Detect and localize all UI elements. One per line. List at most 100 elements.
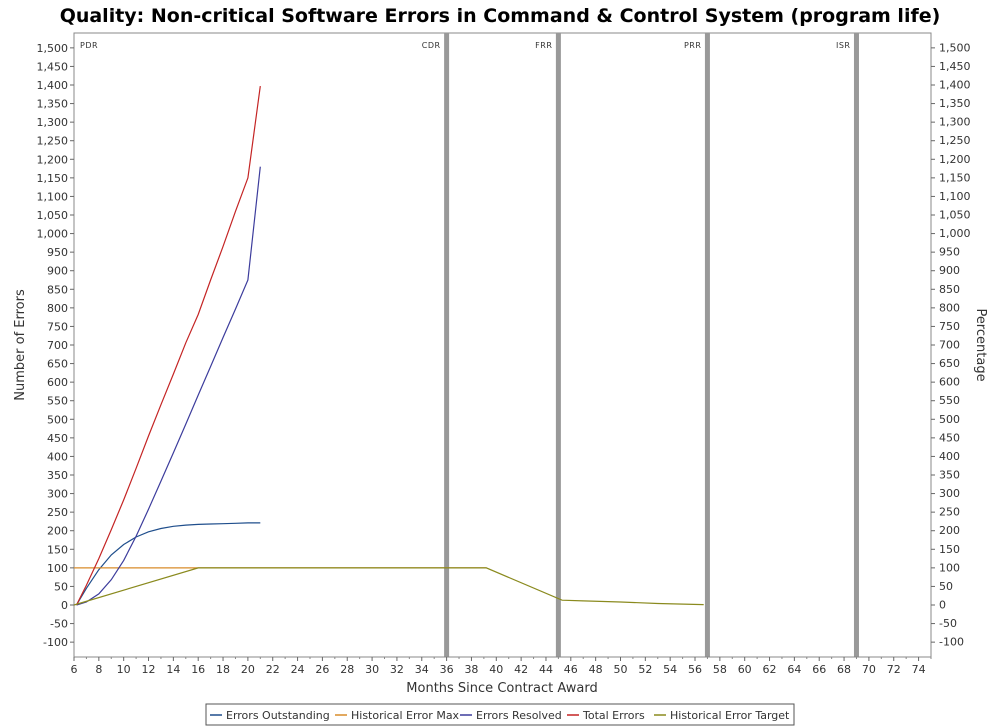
x-tick-label: 22 — [266, 663, 280, 676]
y2-tick-label: 50 — [939, 580, 953, 593]
y-tick-label: 1,150 — [37, 172, 69, 185]
series-line — [75, 522, 261, 606]
y2-tick-label: 600 — [939, 376, 960, 389]
x-tick-label: 34 — [415, 663, 429, 676]
y-tick-label: 1,250 — [37, 135, 69, 148]
x-tick-label: 56 — [688, 663, 702, 676]
y-tick-label: 150 — [47, 543, 68, 556]
y-tick-label: 950 — [47, 246, 68, 259]
y-tick-label: 500 — [47, 413, 68, 426]
y-tick-label: 1,200 — [37, 153, 69, 166]
x-tick-label: 16 — [191, 663, 205, 676]
y2-tick-label: -50 — [939, 617, 957, 630]
y-tick-label: 900 — [47, 265, 68, 278]
y2-tick-label: 350 — [939, 469, 960, 482]
y-tick-label: 1,050 — [37, 209, 69, 222]
y-tick-label: 1,350 — [37, 98, 69, 111]
x-tick-label: 6 — [71, 663, 78, 676]
y2-tick-label: 1,100 — [939, 190, 971, 203]
y-tick-label: 300 — [47, 488, 68, 501]
y2-tick-label: 300 — [939, 487, 960, 500]
y2-tick-label: 1,050 — [939, 209, 971, 222]
x-tick-label: 52 — [638, 663, 652, 676]
x-tick-label: 12 — [142, 663, 156, 676]
y2-tick-label: 1,250 — [939, 134, 971, 147]
x-tick-label: 66 — [812, 663, 826, 676]
y-tick-label: 750 — [47, 320, 68, 333]
x-tick-label: 30 — [365, 663, 379, 676]
y2-tick-label: 950 — [939, 246, 960, 259]
x-tick-label: 26 — [315, 663, 329, 676]
x-tick-label: 58 — [713, 663, 727, 676]
milestones: PDR CDR FRR PRR ISR — [80, 33, 859, 657]
y-tick-label: 650 — [47, 358, 68, 371]
y-tick-label: -50 — [50, 618, 68, 631]
x-tick-label: 74 — [912, 663, 926, 676]
legend-label: Errors Outstanding — [226, 709, 330, 722]
y2-tick-label: 700 — [939, 339, 960, 352]
y2-tick-label: 400 — [939, 450, 960, 463]
y2-tick-label: 800 — [939, 301, 960, 314]
y2-tick-label: 500 — [939, 413, 960, 426]
y2-tick-label: 1,400 — [939, 79, 971, 92]
y2-tick-label: 450 — [939, 431, 960, 444]
y2-tick-label: 550 — [939, 394, 960, 407]
series-line — [73, 567, 704, 606]
y2-tick-label: 1,200 — [939, 153, 971, 166]
y-tick-label: 1,400 — [37, 79, 69, 92]
y2-axis-title: Percentage — [973, 308, 988, 381]
x-tick-label: 50 — [613, 663, 627, 676]
x-tick-label: 8 — [95, 663, 102, 676]
y2-tick-label: 200 — [939, 524, 960, 537]
y-tick-label: 400 — [47, 450, 68, 463]
y-tick-label: 100 — [47, 562, 68, 575]
x-tick-label: 60 — [738, 663, 752, 676]
x-tick-label: 10 — [117, 663, 131, 676]
y2-tick-label: 850 — [939, 283, 960, 296]
legend: Errors Outstanding Historical Error Max Er… — [205, 703, 795, 726]
x-tick-label: 24 — [291, 663, 305, 676]
legend-label: Total Errors — [582, 709, 645, 722]
x-tick-label: 38 — [464, 663, 478, 676]
y-tick-label: 850 — [47, 283, 68, 296]
x-tick-label: 44 — [539, 663, 553, 676]
y2-tick-label: 1,150 — [939, 171, 971, 184]
legend-label: Errors Resolved — [476, 709, 562, 722]
y-axis-right: -100 -50 0 50 100 150 200 250 300 350 400 450 500 550… — [931, 41, 971, 649]
milestone-label: CDR — [422, 41, 441, 50]
milestone-label: ISR — [836, 41, 851, 50]
y2-tick-label: 0 — [939, 599, 946, 612]
y-tick-label: 1,100 — [37, 190, 69, 203]
x-tick-label: 32 — [390, 663, 404, 676]
y-tick-label: 1,000 — [37, 228, 69, 241]
y2-tick-label: 1,500 — [939, 41, 971, 54]
y2-tick-label: 100 — [939, 561, 960, 574]
y-tick-label: 1,450 — [37, 60, 69, 73]
y-tick-label: 550 — [47, 395, 68, 408]
y2-tick-label: 900 — [939, 264, 960, 277]
x-tick-label: 46 — [564, 663, 578, 676]
y-tick-label: 600 — [47, 376, 68, 389]
series-lines — [73, 86, 704, 606]
y-tick-label: 800 — [47, 302, 68, 315]
x-tick-label: 70 — [862, 663, 876, 676]
x-tick-label: 14 — [166, 663, 180, 676]
x-tick-label: 54 — [663, 663, 677, 676]
y-tick-label: 50 — [54, 580, 68, 593]
y-tick-label: 350 — [47, 469, 68, 482]
y-tick-label: 450 — [47, 432, 68, 445]
y2-tick-label: 650 — [939, 357, 960, 370]
legend-box — [205, 703, 795, 726]
legend-label: Historical Error Target — [670, 709, 790, 722]
milestone-label: PDR — [80, 41, 98, 50]
x-tick-label: 42 — [514, 663, 528, 676]
y-tick-label: 1,500 — [37, 42, 69, 55]
x-tick-label: 72 — [887, 663, 901, 676]
plot-area — [73, 32, 932, 658]
y-tick-label: 200 — [47, 525, 68, 538]
y2-tick-label: 250 — [939, 506, 960, 519]
y2-tick-label: 1,450 — [939, 60, 971, 73]
y-tick-label: -100 — [43, 636, 68, 649]
milestone-label: FRR — [535, 41, 552, 50]
y2-tick-label: -100 — [939, 636, 964, 649]
